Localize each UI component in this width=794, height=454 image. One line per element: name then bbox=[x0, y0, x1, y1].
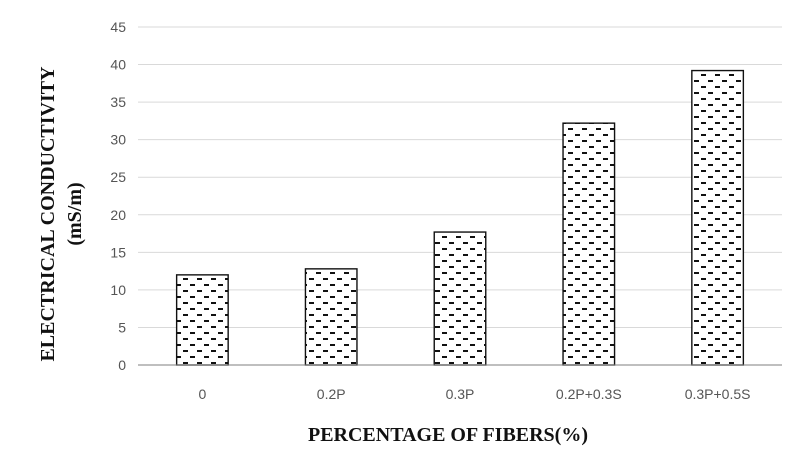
grid-lines bbox=[138, 26, 782, 328]
y-tick-label: 35 bbox=[110, 94, 126, 110]
bars bbox=[175, 69, 745, 366]
bar bbox=[562, 122, 616, 366]
y-axis-title-line-1: ELECTRICAL CONDUCTIVITY bbox=[37, 66, 59, 362]
y-tick-label: 30 bbox=[110, 132, 126, 148]
x-axis-title: PERCENTAGE OF FIBERS(%) bbox=[308, 424, 588, 446]
x-tick-label: 0 bbox=[199, 386, 207, 402]
y-tick-label: 25 bbox=[110, 169, 126, 185]
y-tick-label: 40 bbox=[110, 57, 126, 73]
y-axis-title-line-2: (mS/m) bbox=[64, 182, 86, 245]
x-tick-label: 0.3P bbox=[446, 386, 475, 402]
bar bbox=[304, 268, 358, 366]
bar bbox=[175, 274, 229, 366]
bar bbox=[691, 69, 745, 366]
y-tick-label: 5 bbox=[118, 319, 126, 335]
y-tick-label: 20 bbox=[110, 207, 126, 223]
y-tick-label: 15 bbox=[110, 244, 126, 260]
x-tick-labels: 0 0.2P 0.3P 0.2P+0.3S 0.3P+0.5S bbox=[199, 386, 751, 402]
y-tick-label: 10 bbox=[110, 282, 126, 298]
y-tick-label: 0 bbox=[118, 357, 126, 373]
x-tick-label: 0.3P+0.5S bbox=[685, 386, 751, 402]
x-tick-label: 0.2P+0.3S bbox=[556, 386, 622, 402]
y-tick-labels: 0 5 10 15 20 25 30 35 40 45 bbox=[110, 19, 126, 373]
x-tick-label: 0.2P bbox=[317, 386, 346, 402]
bar bbox=[433, 231, 487, 366]
y-tick-label: 45 bbox=[110, 19, 126, 35]
